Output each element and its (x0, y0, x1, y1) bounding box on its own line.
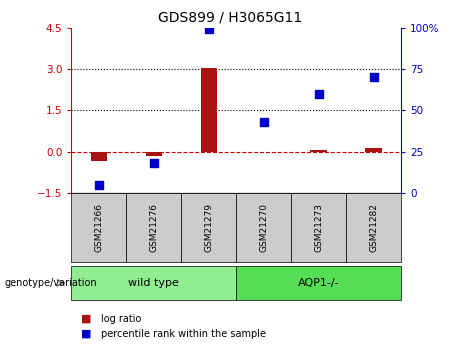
Point (315, 91, 322, 97)
Point (95, 182, 103, 188)
Text: GSM21266: GSM21266 (95, 203, 103, 252)
Text: GSM21270: GSM21270 (259, 203, 268, 252)
Text: ■: ■ (81, 314, 91, 324)
Text: AQP1-/-: AQP1-/- (298, 278, 339, 288)
Text: ■: ■ (81, 329, 91, 339)
Bar (310, 150, 327, 152)
Point (370, 75, 377, 80)
Point (205, 27, 213, 32)
Text: genotype/variation: genotype/variation (5, 278, 97, 288)
Text: GDS899 / H3065G11: GDS899 / H3065G11 (159, 10, 302, 24)
Bar (91, 152, 107, 161)
Text: wild type: wild type (129, 278, 179, 288)
Text: GSM21276: GSM21276 (149, 203, 159, 252)
Text: GSM21279: GSM21279 (204, 203, 213, 252)
Bar (146, 152, 162, 156)
Text: GSM21282: GSM21282 (369, 203, 378, 252)
Bar (366, 148, 382, 152)
Text: log ratio: log ratio (101, 314, 142, 324)
Point (260, 119, 267, 125)
Bar (201, 68, 217, 152)
Text: GSM21273: GSM21273 (314, 203, 323, 252)
Text: percentile rank within the sample: percentile rank within the sample (101, 329, 266, 339)
Point (150, 161, 158, 166)
